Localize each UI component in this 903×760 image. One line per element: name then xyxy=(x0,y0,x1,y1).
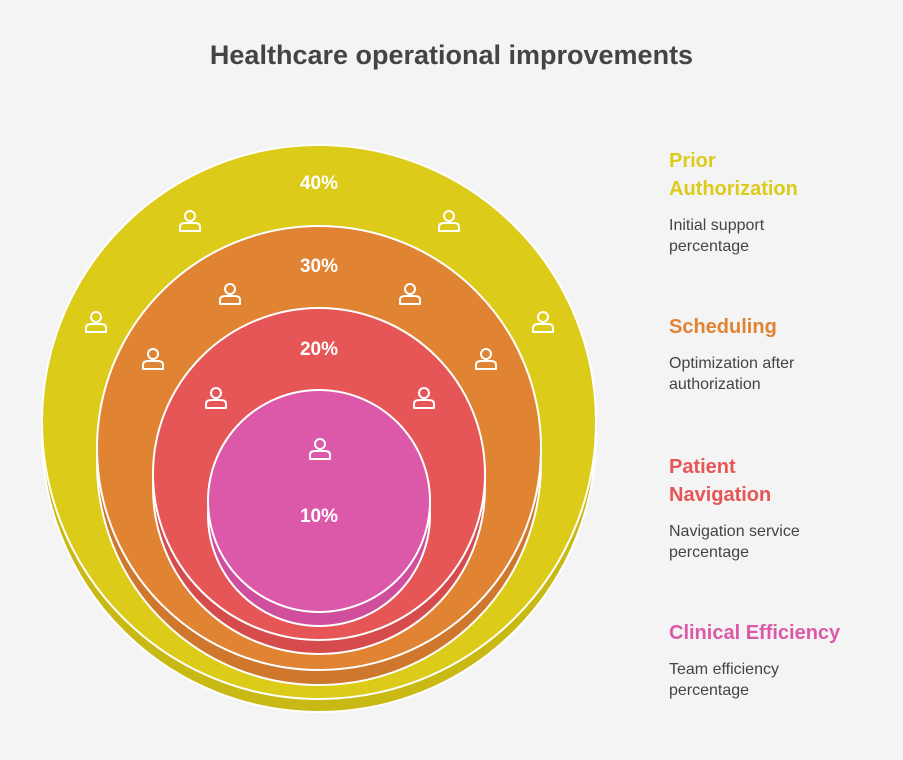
percent-label-prior-authorization: 40% xyxy=(300,173,338,194)
legend-title: Scheduling xyxy=(669,316,777,338)
legend-item-clinical-efficiency: Clinical Efficiency Team efficiency perc… xyxy=(669,619,889,701)
percent-label-clinical-efficiency: 10% xyxy=(300,506,338,527)
percent-label-scheduling: 30% xyxy=(300,256,338,277)
diagram-title: Healthcare operational improvements xyxy=(209,40,694,70)
percent-label-patient-navigation: 20% xyxy=(300,339,338,360)
ring-clinical-efficiency xyxy=(207,389,431,627)
legend-title: Prior Authorization xyxy=(669,150,798,200)
legend-description: Optimization after authorization xyxy=(669,355,795,393)
legend-description: Team efficiency percentage xyxy=(669,661,779,699)
legend-item-patient-navigation: Patient Navigation Navigation service pe… xyxy=(669,453,889,563)
concentric-rings-diagram: 40% 30% 20% 10% xyxy=(41,144,597,713)
legend-item-scheduling: Scheduling Optimization after authorizat… xyxy=(669,313,889,395)
legend-item-prior-authorization: Prior Authorization Initial support perc… xyxy=(669,147,889,257)
legend-description: Initial support percentage xyxy=(669,217,765,255)
legend-title: Clinical Efficiency xyxy=(669,622,841,644)
legend-title: Patient Navigation xyxy=(669,456,772,506)
legend-description: Navigation service percentage xyxy=(669,523,800,561)
